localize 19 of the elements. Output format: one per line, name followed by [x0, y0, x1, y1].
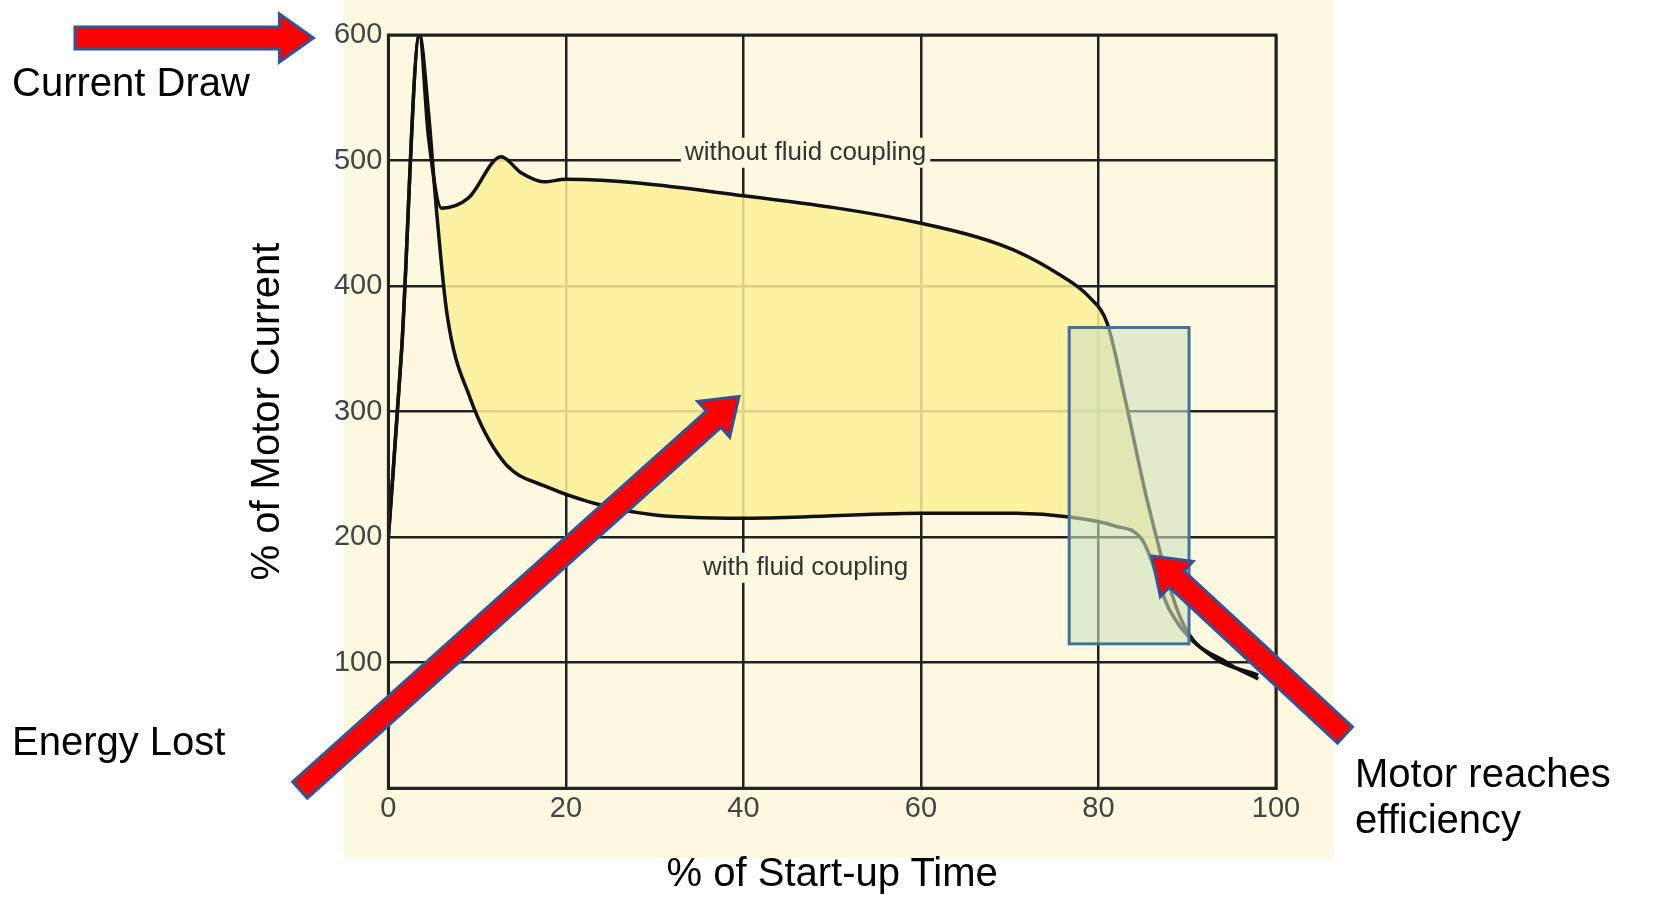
y-tick-label: 100	[333, 644, 383, 677]
x-tick-label: 60	[904, 790, 938, 823]
text: Energy Lost	[12, 719, 226, 763]
x-tick-label: 40	[727, 790, 760, 823]
text: Current Draw	[12, 60, 250, 104]
y-tick-label: 200	[333, 519, 383, 552]
y-axis-title: % of Motor Current	[243, 242, 288, 581]
x-tick-label: 80	[1082, 790, 1115, 823]
y-tick-label: 300	[333, 393, 383, 426]
y-tick-label: 600	[333, 17, 383, 49]
text: Motor reaches efficiency	[1355, 751, 1611, 841]
x-tick-label: 0	[380, 790, 397, 823]
y-tick-label: 500	[333, 142, 383, 175]
series-label: with fluid coupling	[701, 550, 909, 581]
y-tick-label: 400	[333, 268, 383, 301]
x-tick-label: 100	[1251, 790, 1301, 823]
series-label: without fluid coupling	[683, 135, 927, 166]
x-axis-title: % of Start-up Time	[666, 850, 998, 895]
x-tick-label: 20	[549, 790, 583, 823]
